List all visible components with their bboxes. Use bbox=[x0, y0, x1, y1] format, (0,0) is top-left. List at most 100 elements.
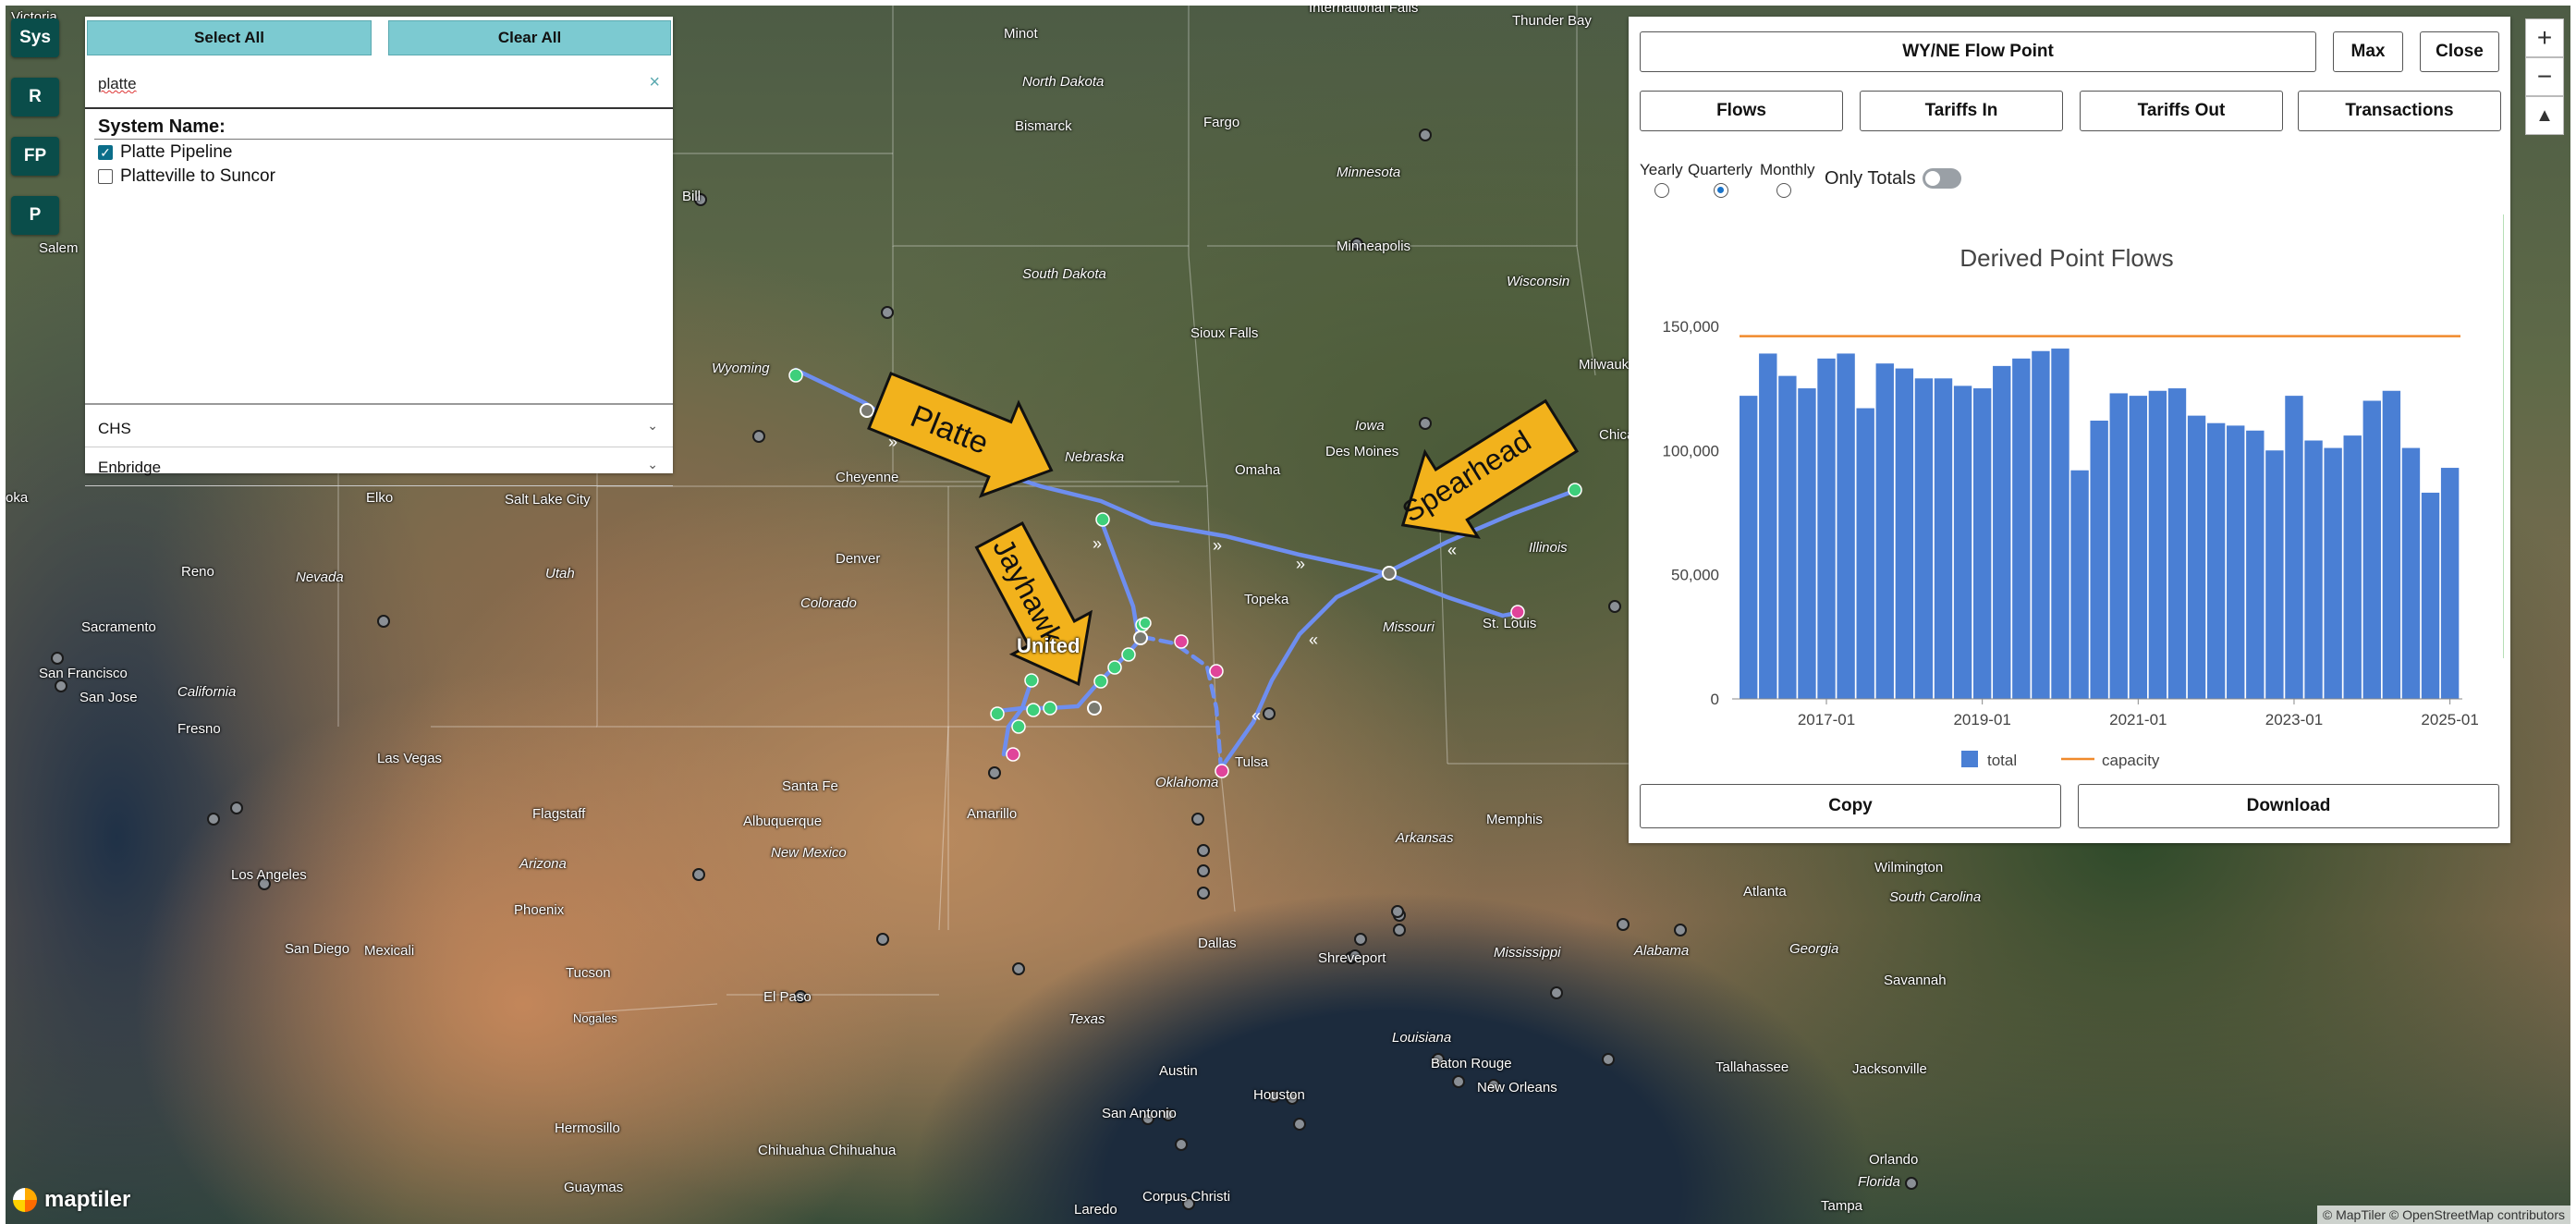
jayhawk-route[interactable] bbox=[1098, 517, 1141, 637]
copy-button[interactable]: Copy bbox=[1640, 784, 2061, 828]
map-label-san-jose: San Jose bbox=[79, 690, 138, 705]
map-label-hermosillo: Hermosillo bbox=[555, 1120, 620, 1136]
chart-bar bbox=[1740, 396, 1758, 699]
map-label-georgia: Georgia bbox=[1789, 941, 1839, 957]
chart-bar bbox=[2440, 468, 2460, 699]
nav-sys-button[interactable]: Sys bbox=[11, 18, 59, 57]
zoom-in-button[interactable]: + bbox=[2525, 18, 2564, 57]
radio-quarterly[interactable] bbox=[1714, 183, 1728, 198]
map-label-tampa: Tampa bbox=[1821, 1198, 1863, 1214]
group-accordion-chs[interactable]: CHS ⌄ bbox=[85, 409, 673, 447]
checkbox-unchecked-icon[interactable] bbox=[98, 169, 113, 184]
map-label-tallahassee: Tallahassee bbox=[1715, 1059, 1789, 1075]
nav-p-button[interactable]: P bbox=[11, 196, 59, 235]
platte-to-stlouis-route[interactable] bbox=[1383, 570, 1524, 618]
chart-y-axis: 0 50,000 100,000 150,000 bbox=[1663, 318, 1719, 708]
map-label-oka: oka bbox=[6, 490, 29, 506]
chart-bar bbox=[2070, 470, 2089, 699]
map-label-san-francisco: San Francisco bbox=[39, 666, 128, 681]
only-totals-toggle[interactable] bbox=[1923, 168, 1961, 189]
map-label-amarillo: Amarillo bbox=[967, 806, 1018, 822]
map-label-wilmington: Wilmington bbox=[1874, 860, 1944, 875]
system-item-platteville-to-suncor[interactable]: Platteville to Suncor bbox=[98, 166, 275, 187]
maptiler-logo-icon bbox=[13, 1188, 37, 1212]
period-label-yearly: Yearly bbox=[1640, 161, 1683, 178]
chevron-down-icon: ⌄ bbox=[647, 457, 658, 471]
chart-bar bbox=[2304, 440, 2323, 699]
svg-text:»: » bbox=[1213, 536, 1222, 555]
map-label-united-states: United bbox=[1017, 634, 1080, 657]
systems-panel: Select All Clear All × System Name: ✓ Pl… bbox=[85, 17, 673, 486]
chart-bar bbox=[2109, 393, 2128, 699]
nav-fp-button[interactable]: FP bbox=[11, 137, 59, 176]
tab-tariffs-in[interactable]: Tariffs In bbox=[1860, 91, 2063, 131]
svg-text:»: » bbox=[1093, 534, 1102, 553]
map-label-colorado: Colorado bbox=[800, 595, 857, 611]
system-search-row: × bbox=[85, 59, 673, 109]
map-label-st-louis: St. Louis bbox=[1483, 616, 1537, 631]
tab-transactions[interactable]: Transactions bbox=[2298, 91, 2501, 131]
map-label-denver: Denver bbox=[836, 551, 881, 567]
period-label-quarterly: Quarterly bbox=[1688, 161, 1752, 178]
map-label-chihuahua: Chihuahua Chihuahua bbox=[758, 1143, 897, 1158]
map-attribution[interactable]: © MapTiler © OpenStreetMap contributors bbox=[2316, 1206, 2570, 1224]
map-label-austin: Austin bbox=[1159, 1063, 1198, 1079]
chart-bar bbox=[2206, 422, 2226, 699]
y-tick-label: 100,000 bbox=[1663, 442, 1719, 459]
radio-yearly[interactable] bbox=[1654, 183, 1669, 198]
map-label-california: California bbox=[177, 684, 237, 700]
nav-r-button[interactable]: R bbox=[11, 78, 59, 116]
chart-bar bbox=[1875, 363, 1894, 699]
chart-frame-edge bbox=[2503, 214, 2504, 658]
spearhead-route[interactable] bbox=[1383, 487, 1580, 576]
map-label-nebraska: Nebraska bbox=[1065, 449, 1125, 465]
map-label-milwaukee: Milwauke bbox=[1579, 357, 1637, 373]
select-all-button[interactable]: Select All bbox=[87, 20, 372, 55]
compass-icon[interactable]: ▲ bbox=[2525, 96, 2564, 135]
map-label-sioux-falls: Sioux Falls bbox=[1190, 325, 1259, 341]
chart-bars bbox=[1740, 349, 2460, 699]
system-name-divider bbox=[94, 139, 673, 140]
map-label-elko: Elko bbox=[366, 490, 394, 506]
maptiler-logo[interactable]: maptiler bbox=[13, 1187, 130, 1213]
system-search-input[interactable] bbox=[96, 72, 617, 96]
map-label-el-paso: El Paso bbox=[763, 989, 812, 1005]
map-overlay: » » » « » « « » bbox=[51, 6, 1918, 1210]
chart-legend: total capacity bbox=[1961, 751, 2160, 769]
radio-monthly[interactable] bbox=[1776, 183, 1791, 198]
map-label-arizona: Arizona bbox=[519, 856, 567, 872]
map-label-san-diego: San Diego bbox=[285, 941, 350, 957]
tab-flows[interactable]: Flows bbox=[1640, 91, 1843, 131]
route-to-oklahoma[interactable] bbox=[1218, 570, 1388, 771]
chevron-down-icon: ⌄ bbox=[647, 418, 658, 433]
max-button[interactable]: Max bbox=[2333, 31, 2403, 72]
download-button[interactable]: Download bbox=[2078, 784, 2499, 828]
flow-point-title-button[interactable]: WY/NE Flow Point bbox=[1640, 31, 2316, 72]
tab-tariffs-out[interactable]: Tariffs Out bbox=[2080, 91, 2283, 131]
map-label-los-angeles: Los Angeles bbox=[231, 867, 307, 883]
spearhead-callout-arrow bbox=[1400, 398, 1580, 539]
map-label-fargo: Fargo bbox=[1203, 115, 1240, 130]
svg-text:«: « bbox=[1251, 706, 1261, 725]
group-accordion-enbridge[interactable]: Enbridge ⌄ bbox=[85, 447, 673, 486]
map-label-atlanta: Atlanta bbox=[1743, 884, 1787, 900]
pipeline-nodes[interactable] bbox=[788, 368, 1582, 778]
svg-text:»: » bbox=[1296, 555, 1305, 573]
close-button[interactable]: Close bbox=[2420, 31, 2499, 72]
map-label-savannah: Savannah bbox=[1884, 973, 1947, 988]
clear-search-icon[interactable]: × bbox=[649, 72, 660, 92]
checkbox-checked-icon[interactable]: ✓ bbox=[98, 145, 113, 160]
jayhawk-callout-arrow bbox=[974, 520, 1093, 687]
map-label-omaha: Omaha bbox=[1235, 462, 1281, 478]
chart-bar bbox=[2012, 358, 2031, 699]
x-tick-label: 2021-01 bbox=[2109, 711, 2167, 728]
chart-bar bbox=[2246, 430, 2265, 699]
chart-bar bbox=[1856, 408, 1874, 699]
chart-bar bbox=[1953, 386, 1972, 699]
clear-all-button[interactable]: Clear All bbox=[388, 20, 671, 55]
system-item-platte-pipeline[interactable]: ✓ Platte Pipeline bbox=[98, 142, 232, 163]
system-item-label: Platte Pipeline bbox=[120, 142, 233, 162]
facility-points[interactable] bbox=[51, 129, 1918, 1210]
zoom-out-button[interactable]: − bbox=[2525, 57, 2564, 96]
map-label-orlando: Orlando bbox=[1869, 1152, 1919, 1168]
